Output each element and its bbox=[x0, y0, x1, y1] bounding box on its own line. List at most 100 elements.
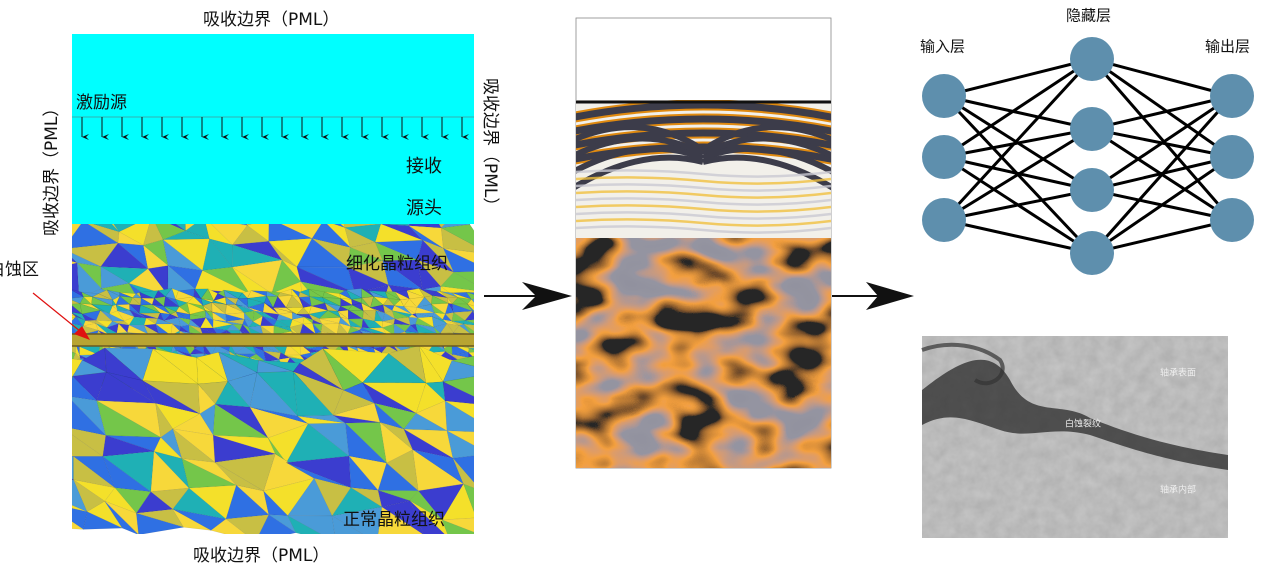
grain bbox=[72, 375, 98, 401]
input-layer-label: 输入层 bbox=[920, 38, 965, 56]
grain bbox=[172, 413, 214, 436]
wavefront bbox=[576, 129, 831, 149]
grain bbox=[73, 455, 115, 488]
grain bbox=[321, 323, 340, 335]
grain bbox=[72, 361, 73, 363]
grain bbox=[226, 318, 245, 325]
reflected-wave bbox=[701, 145, 831, 175]
grain bbox=[298, 296, 313, 308]
grain bbox=[81, 313, 97, 321]
grain bbox=[96, 371, 157, 404]
reflected-wave bbox=[701, 124, 831, 153]
edge bbox=[1091, 57, 1233, 98]
grain bbox=[163, 296, 180, 308]
grain bbox=[318, 318, 340, 325]
edge bbox=[1090, 58, 1234, 221]
grain bbox=[467, 299, 474, 307]
grain bbox=[273, 325, 292, 336]
grain bbox=[210, 518, 246, 534]
grain bbox=[252, 310, 264, 322]
grain bbox=[451, 303, 473, 313]
grain bbox=[72, 455, 74, 457]
reflected-wave bbox=[576, 124, 705, 153]
grain bbox=[347, 304, 364, 312]
grain bbox=[345, 289, 363, 300]
edge bbox=[1090, 95, 1234, 254]
neuron bbox=[1070, 37, 1114, 81]
grain bbox=[32, 396, 68, 426]
normal-grain-label: 正常晶粒组织 bbox=[343, 510, 445, 530]
grain bbox=[407, 224, 410, 227]
top-boundary: 吸收边界（PML） bbox=[203, 10, 339, 30]
grain bbox=[163, 314, 180, 322]
grain bbox=[79, 296, 93, 305]
grain bbox=[139, 290, 159, 299]
grain bbox=[60, 323, 71, 335]
grain bbox=[212, 327, 228, 336]
grain bbox=[104, 501, 139, 534]
grain bbox=[416, 296, 432, 308]
grain bbox=[79, 303, 102, 315]
grain bbox=[83, 511, 123, 530]
grain bbox=[393, 318, 411, 326]
edge bbox=[943, 127, 1093, 159]
grain bbox=[214, 381, 251, 408]
grain bbox=[72, 224, 119, 249]
grain bbox=[155, 323, 173, 336]
hidden-layer-label: 隐藏层 bbox=[1066, 7, 1111, 25]
grain bbox=[431, 291, 448, 298]
grain bbox=[382, 321, 395, 329]
surface-label: 轴承表面 bbox=[1160, 367, 1196, 379]
source-arrows bbox=[81, 117, 469, 140]
ripple bbox=[576, 197, 831, 206]
grain bbox=[72, 257, 78, 264]
grain bbox=[443, 347, 453, 355]
grain bbox=[408, 316, 417, 326]
grain bbox=[313, 478, 352, 517]
grain bbox=[178, 317, 190, 327]
grain bbox=[157, 288, 173, 297]
grain bbox=[59, 297, 71, 305]
grain bbox=[347, 247, 384, 268]
edge bbox=[943, 57, 1093, 159]
grain bbox=[109, 313, 125, 322]
grain bbox=[95, 323, 109, 336]
grain bbox=[412, 449, 464, 492]
grain bbox=[72, 452, 74, 457]
grain bbox=[197, 381, 229, 405]
flow-arrow-head bbox=[866, 282, 914, 310]
grain bbox=[439, 351, 461, 362]
grain bbox=[322, 348, 363, 391]
refined-grain-label: 细化晶粒组织 bbox=[346, 254, 448, 274]
grain bbox=[72, 456, 74, 481]
neuron bbox=[922, 135, 966, 179]
grain bbox=[189, 314, 206, 320]
grain bbox=[72, 289, 84, 298]
grain bbox=[72, 315, 77, 319]
grain bbox=[415, 400, 448, 432]
ripple bbox=[576, 190, 831, 199]
grain bbox=[106, 289, 121, 301]
white-etching-band bbox=[72, 334, 474, 346]
ripple bbox=[576, 211, 831, 220]
ripple bbox=[576, 169, 831, 178]
grain bbox=[440, 224, 474, 246]
grain bbox=[185, 224, 196, 232]
neuron bbox=[1210, 135, 1254, 179]
grain bbox=[212, 319, 233, 329]
neuron bbox=[1210, 198, 1254, 242]
ripple bbox=[576, 218, 831, 227]
grain bbox=[361, 297, 371, 308]
grain bbox=[464, 319, 474, 324]
bottom-boundary: 吸收边界（PML） bbox=[193, 546, 329, 566]
grain bbox=[426, 343, 446, 354]
white-etching-label: 白蚀区 bbox=[0, 260, 39, 280]
grain bbox=[385, 291, 401, 300]
ripple bbox=[576, 225, 831, 234]
grain bbox=[471, 298, 474, 303]
source-label: 激励源 bbox=[76, 93, 127, 113]
grain bbox=[72, 358, 83, 377]
grain bbox=[444, 302, 454, 315]
